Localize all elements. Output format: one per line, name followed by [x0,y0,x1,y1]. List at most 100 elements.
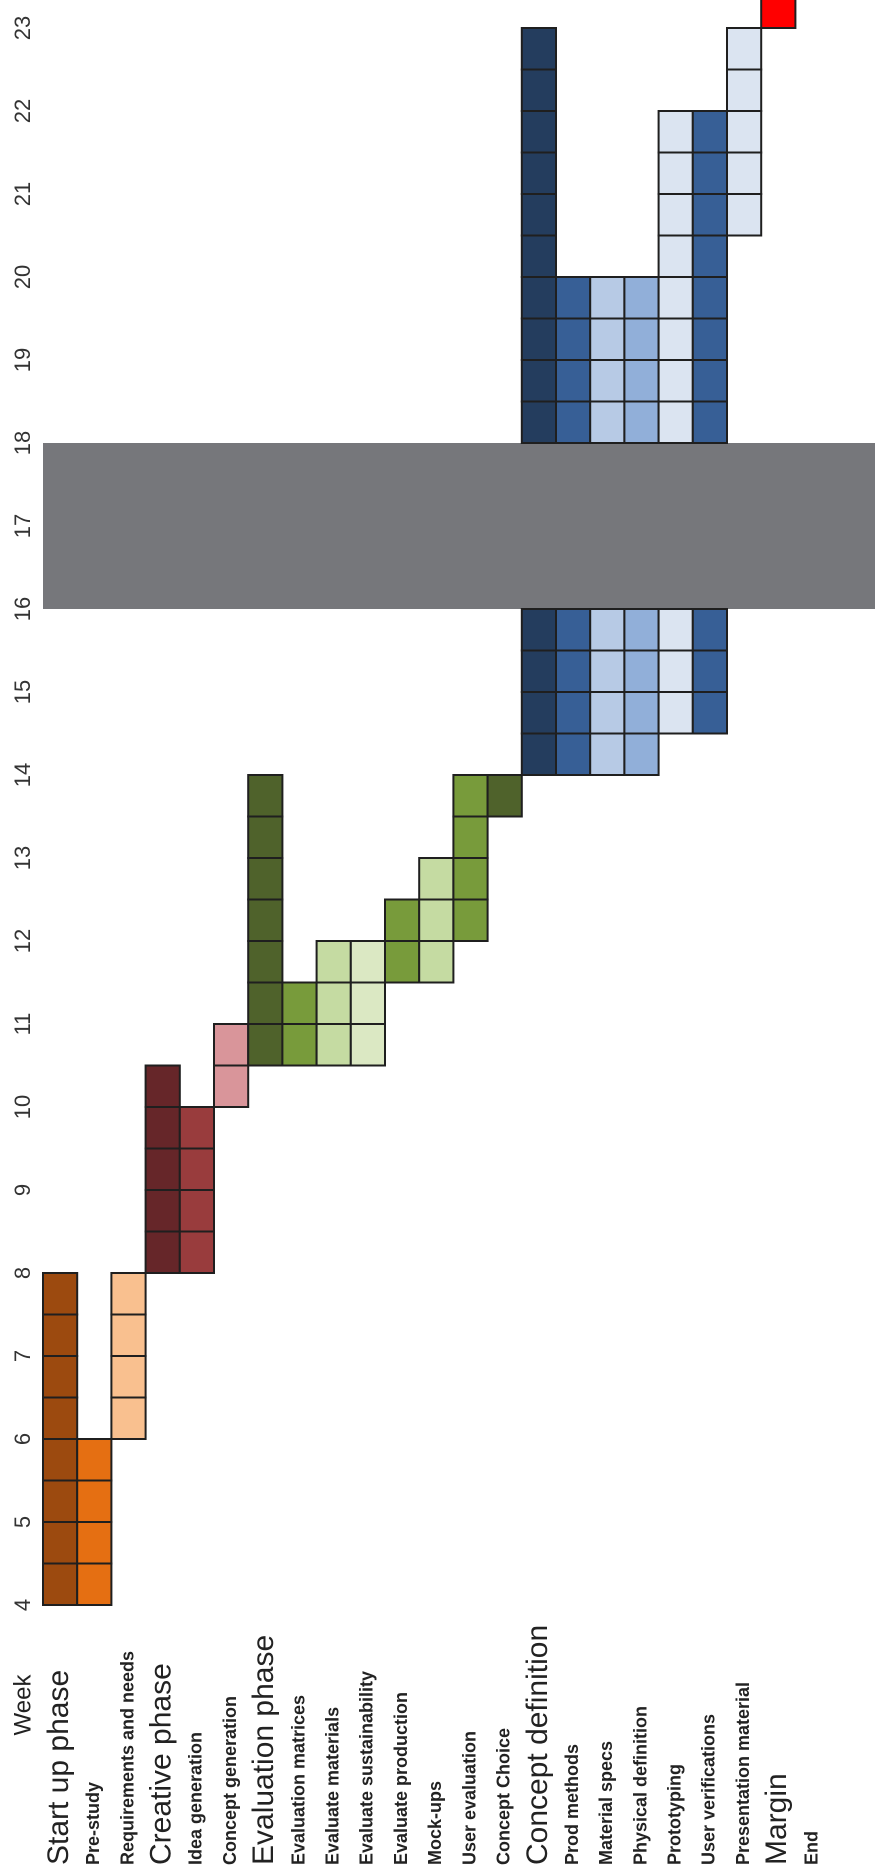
row-label: Pre-study [83,1782,103,1865]
gantt-cell [657,400,694,444]
gantt-cell [42,1562,79,1606]
gantt-cell [520,317,557,361]
gantt-cell [657,317,694,361]
gantt-cell [589,732,626,776]
gantt-cell [657,110,694,154]
row-label: Evaluate sustainability [357,1671,377,1865]
gantt-cell [520,27,557,71]
gantt-cell [623,608,660,652]
gantt-cell [657,691,694,735]
gantt-cell [178,1189,216,1233]
gantt-cell [726,151,763,195]
gantt-cell [623,649,660,693]
gantt-cell [76,1521,113,1565]
gantt-cell [691,151,728,195]
week-tick-label: 19 [10,348,35,372]
week-tick-label: 5 [10,1516,35,1528]
row-label: End [801,1831,821,1865]
row-label: Concept definition [521,1625,554,1865]
gantt-cell [76,1562,113,1606]
gantt-cell [144,1230,181,1274]
gantt-cell [555,732,592,776]
gantt-cell [110,1355,147,1399]
row-label: Concept Choice [493,1728,513,1865]
gantt-cell [555,359,592,403]
gantt-cell [555,317,592,361]
gantt-cell [42,1521,79,1565]
gantt-cell [384,940,421,984]
gantt-cell [657,234,694,278]
row-label: Physical definition [630,1706,650,1865]
gantt-cell [520,193,557,237]
gantt-cell [213,1064,250,1108]
gantt-cell [623,276,660,320]
gantt-cell [144,1106,181,1150]
gantt-cell [520,276,557,320]
gantt-cell [349,981,386,1025]
week-tick-label: 12 [10,929,35,953]
week-tick-label: 4 [10,1599,35,1611]
gantt-cell [623,359,660,403]
gantt-cell [144,1064,181,1108]
gantt-cell [452,815,489,859]
week-tick-label: 23 [10,16,35,40]
gantt-cell [589,317,626,361]
gantt-cell [42,1313,79,1357]
gantt-cell [178,1147,216,1191]
row-label: User verifications [699,1714,719,1865]
gantt-cell [110,1272,147,1316]
gantt-cell [520,234,557,278]
gantt-cell [726,68,763,112]
gantt-cell [657,151,694,195]
row-label: Prod methods [562,1744,582,1865]
row-label: User evaluation [459,1731,479,1865]
gantt-cell [349,940,386,984]
row-label: Prototyping [664,1764,684,1865]
gantt-cell [520,732,557,776]
gantt-cell [691,234,728,278]
gantt-cell [520,359,557,403]
gantt-cell [418,898,455,942]
gantt-cell [76,1438,113,1482]
week-tick-label: 22 [10,99,35,123]
gantt-cell [623,317,660,361]
gantt-cell [315,981,352,1025]
gantt-cell [555,276,592,320]
gantt-cell [589,691,626,735]
gantt-cell [657,276,694,320]
gantt-cell [178,1106,216,1150]
gantt-cell [520,151,557,195]
gantt-cell [247,857,284,901]
gantt-cell [520,68,557,112]
gantt-cell [76,1479,113,1523]
gantt-cell [281,981,318,1025]
gantt-cell [452,774,489,818]
gantt-cell [691,400,728,444]
gantt-cell [42,1355,79,1399]
gantt-cell [589,649,626,693]
gantt-cell [657,608,694,652]
gantt-cell [589,400,626,444]
gantt-cell [247,940,284,984]
gantt-cell [42,1396,79,1440]
week-tick-label: 10 [10,1095,35,1119]
row-label: Presentation material [733,1682,753,1865]
row-label: Evaluate production [391,1692,411,1865]
gantt-cell [760,0,797,29]
gantt-cell [623,400,660,444]
gantt-cell [247,774,284,818]
gantt-cell [110,1396,147,1440]
gantt-cell [452,898,489,942]
gantt-cell [555,400,592,444]
gantt-cell [589,276,626,320]
gantt-cell [691,649,728,693]
gantt-cell [726,193,763,237]
gantt-cell [691,276,728,320]
row-label: Requirements and needs [117,1651,137,1865]
gantt-cell [42,1479,79,1523]
gantt-cell [555,691,592,735]
row-label: Margin [760,1773,793,1865]
gantt-cell [726,27,763,71]
row-label: Evaluation phase [247,1635,280,1865]
gantt-cell [315,1023,352,1067]
